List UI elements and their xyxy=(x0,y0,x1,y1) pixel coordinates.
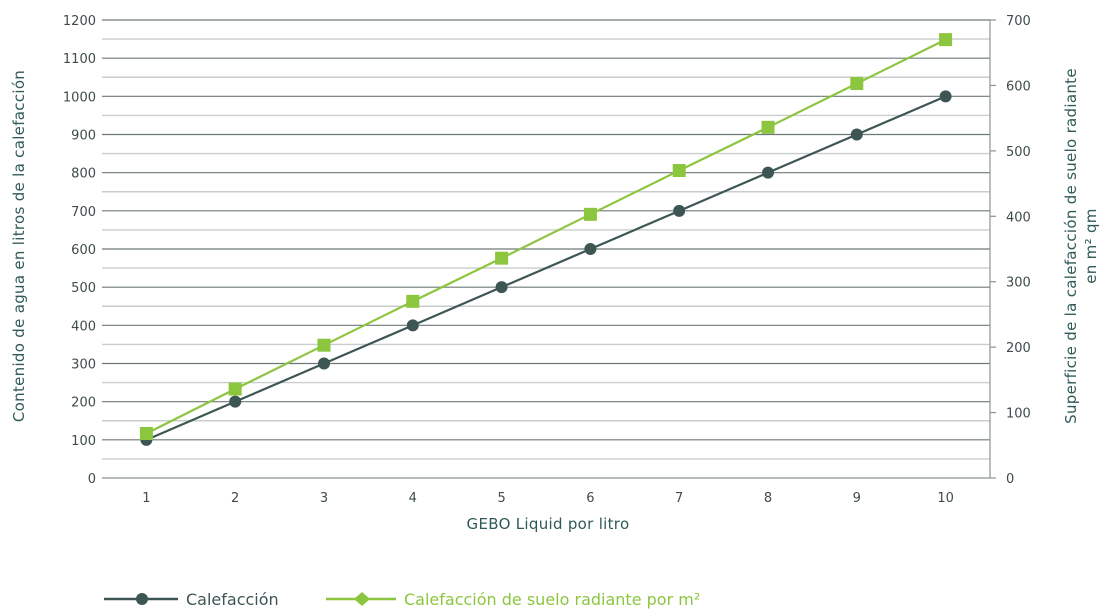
legend-label-calefaccion: Calefacción xyxy=(186,590,279,609)
data-point-suelo-radiante xyxy=(761,120,775,134)
data-point-suelo-radiante xyxy=(139,427,153,441)
left-tick-label: 400 xyxy=(71,319,96,334)
left-tick-label: 1000 xyxy=(63,90,96,105)
left-tick-label: 0 xyxy=(88,472,96,487)
legend-item-suelo-radiante: Calefacción de suelo radiante por m² xyxy=(326,590,700,609)
x-tick-label: 9 xyxy=(853,491,861,506)
legend: Calefacción Calefacción de suelo radiant… xyxy=(104,590,700,609)
right-axis-ticks: 0 100 200 300 400 500 600 700 xyxy=(990,14,1031,487)
legend-label-suelo-radiante: Calefacción de suelo radiante por m² xyxy=(404,590,700,609)
data-point-calefaccion xyxy=(850,128,863,141)
x-tick-label: 6 xyxy=(586,491,594,506)
series-layer xyxy=(139,33,953,446)
gridlines xyxy=(102,19,990,460)
left-tick-label: 700 xyxy=(71,205,96,220)
left-tick-label: 800 xyxy=(71,167,96,182)
right-tick-label: 500 xyxy=(1006,145,1031,160)
left-tick-label: 300 xyxy=(71,358,96,373)
data-point-calefaccion xyxy=(318,357,330,370)
x-axis-title: GEBO Liquid por litro xyxy=(467,515,630,533)
left-tick-label: 1100 xyxy=(63,52,96,67)
series-line-suelo-radiante xyxy=(145,38,947,435)
x-tick-label: 10 xyxy=(937,491,954,506)
data-point-suelo-radiante xyxy=(672,163,686,177)
left-tick-label: 200 xyxy=(71,396,96,411)
right-tick-label: 200 xyxy=(1006,341,1031,356)
left-axis-ticks: 0 100 200 300 400 500 600 700 800 900 1000 1100 1200 xyxy=(63,14,96,487)
left-axis-title: Contenido de agua en litros de la calefa… xyxy=(10,70,28,422)
x-tick-label: 1 xyxy=(142,491,150,506)
right-tick-label: 400 xyxy=(1006,210,1031,225)
right-tick-label: 100 xyxy=(1006,407,1031,422)
right-tick-label: 0 xyxy=(1006,472,1014,487)
left-tick-label: 1200 xyxy=(63,14,96,29)
data-point-calefaccion xyxy=(939,90,952,103)
data-point-calefaccion xyxy=(495,281,508,294)
data-point-suelo-radiante xyxy=(850,76,864,90)
x-tick-label: 5 xyxy=(497,491,505,506)
data-point-suelo-radiante xyxy=(583,207,597,221)
data-point-calefaccion xyxy=(673,204,686,217)
data-point-suelo-radiante xyxy=(495,251,509,265)
x-tick-label: 2 xyxy=(231,491,239,506)
axes xyxy=(102,20,991,479)
data-point-calefaccion xyxy=(406,319,419,332)
data-point-calefaccion xyxy=(762,166,774,179)
data-point-suelo-radiante xyxy=(228,382,242,396)
right-tick-label: 700 xyxy=(1006,14,1031,29)
x-tick-label: 3 xyxy=(320,491,328,506)
data-point-suelo-radiante xyxy=(939,33,953,47)
right-tick-label: 300 xyxy=(1006,276,1031,291)
data-point-suelo-radiante xyxy=(317,338,331,352)
data-point-calefaccion xyxy=(584,243,597,255)
data-point-suelo-radiante xyxy=(406,294,420,308)
right-axis-title-line2: en m² qm xyxy=(1082,208,1100,283)
left-tick-label: 600 xyxy=(71,243,96,258)
data-point-calefaccion xyxy=(229,395,242,408)
x-tick-label: 8 xyxy=(764,491,772,506)
right-axis-title-line1: Superficie de la calefacción de suelo ra… xyxy=(1062,68,1080,424)
legend-marker-suelo-radiante xyxy=(354,592,370,606)
left-tick-label: 100 xyxy=(71,434,96,449)
legend-item-calefaccion: Calefacción xyxy=(104,590,279,609)
x-tick-label: 7 xyxy=(675,491,683,506)
left-tick-label: 900 xyxy=(71,129,96,144)
x-tick-label: 4 xyxy=(409,491,417,506)
legend-marker-calefaccion xyxy=(136,593,148,605)
right-tick-label: 600 xyxy=(1006,79,1031,94)
x-axis-ticks: 1 2 3 4 5 6 7 8 9 10 xyxy=(142,491,954,506)
series-line-calefaccion xyxy=(145,95,947,441)
left-tick-label: 500 xyxy=(71,281,96,296)
